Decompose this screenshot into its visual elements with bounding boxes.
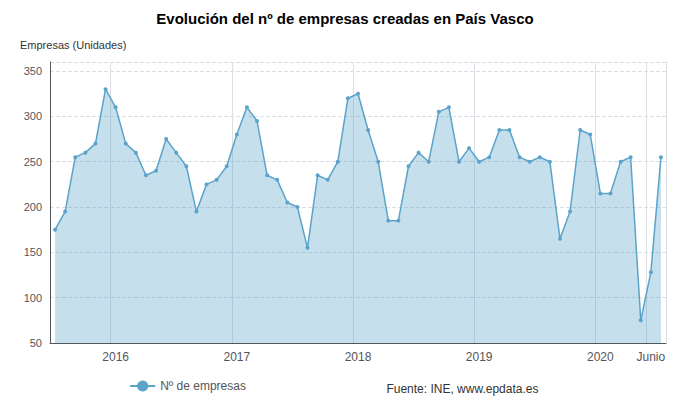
svg-text:300: 300 [24, 110, 42, 122]
svg-text:Nº de empresas: Nº de empresas [160, 379, 246, 393]
svg-text:50: 50 [30, 337, 42, 349]
svg-text:2018: 2018 [345, 350, 372, 364]
svg-text:2017: 2017 [223, 350, 250, 364]
svg-text:150: 150 [24, 246, 42, 258]
svg-text:2020: 2020 [587, 350, 614, 364]
svg-text:250: 250 [24, 156, 42, 168]
svg-text:Junio: Junio [637, 350, 666, 364]
svg-text:2019: 2019 [466, 350, 493, 364]
svg-text:Evolución del nº de empresas c: Evolución del nº de empresas creadas en … [156, 10, 533, 27]
svg-text:100: 100 [24, 292, 42, 304]
svg-text:Fuente: INE, www.epdata.es: Fuente: INE, www.epdata.es [386, 382, 538, 396]
svg-text:2016: 2016 [102, 350, 129, 364]
svg-text:Empresas (Unidades): Empresas (Unidades) [20, 39, 126, 51]
svg-text:350: 350 [24, 65, 42, 77]
svg-text:200: 200 [24, 201, 42, 213]
